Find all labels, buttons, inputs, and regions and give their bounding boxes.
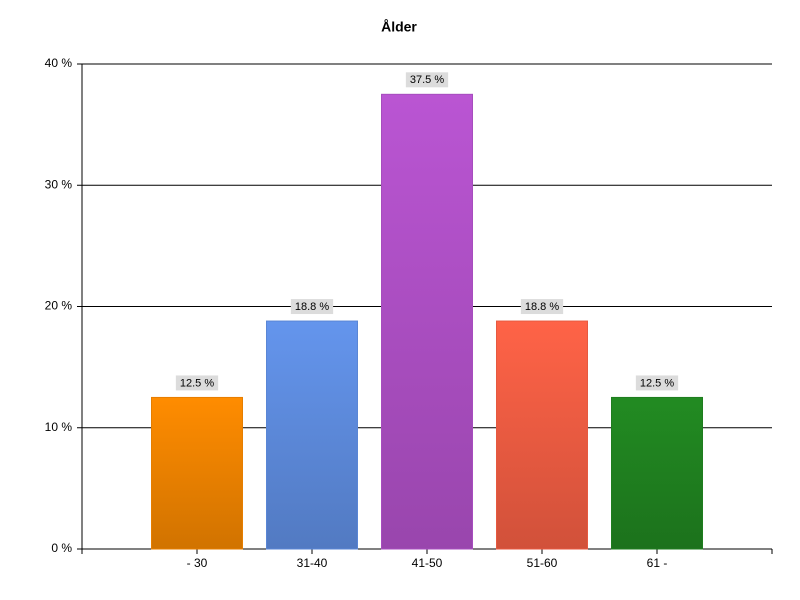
y-tick-label: 10 % — [45, 420, 73, 434]
bar — [611, 396, 703, 550]
value-label: 12.5 % — [180, 377, 214, 389]
x-tick-label: - 30 — [187, 556, 208, 570]
x-tick-label: 51-60 — [527, 556, 558, 570]
bar — [381, 93, 473, 550]
value-label-bg — [405, 72, 449, 88]
value-label: 37.5 % — [410, 74, 444, 86]
bar — [151, 396, 243, 550]
y-tick-label: 0 % — [51, 541, 72, 555]
y-tick-label: 40 % — [45, 56, 73, 70]
chart-title: Ålder — [381, 19, 417, 35]
value-label: 18.8 % — [525, 301, 559, 313]
value-label-bg — [635, 375, 679, 391]
y-tick-label: 30 % — [45, 177, 73, 191]
bar — [266, 320, 358, 550]
value-label: 18.8 % — [295, 301, 329, 313]
x-tick-label: 41-50 — [412, 556, 443, 570]
value-label-bg — [520, 299, 564, 315]
y-tick-label: 20 % — [45, 299, 73, 313]
x-tick-label: 31-40 — [297, 556, 328, 570]
x-tick-label: 61 - — [647, 556, 668, 570]
value-label-bg — [290, 299, 334, 315]
value-label-bg — [175, 375, 219, 391]
bar — [496, 320, 588, 550]
value-label: 12.5 % — [640, 377, 674, 389]
